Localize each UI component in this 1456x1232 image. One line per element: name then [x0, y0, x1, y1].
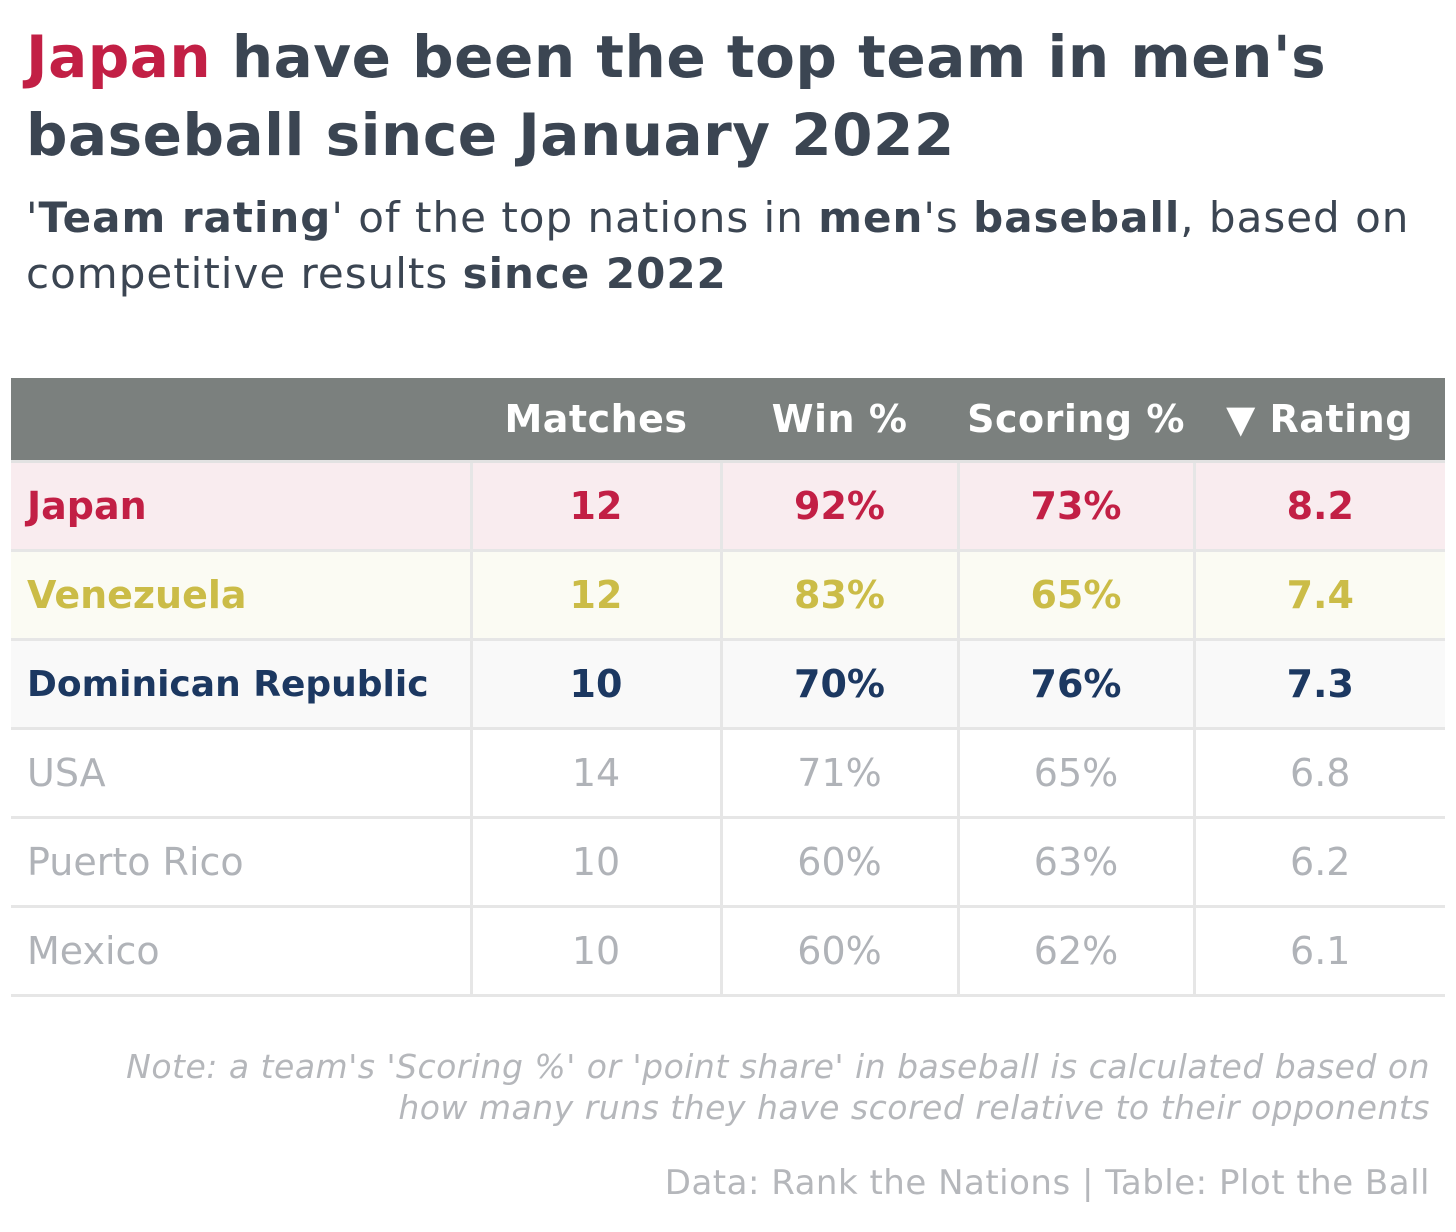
table-row: Dominican Republic 10 70% 76% 7.3	[11, 639, 1445, 730]
header-scoring: Scoring %	[958, 378, 1194, 463]
matches-cell: 12	[469, 550, 721, 641]
matches-cell: 10	[469, 817, 721, 908]
table-row: Puerto Rico 10 60% 63% 6.2	[11, 817, 1445, 908]
header-win: Win %	[721, 378, 958, 463]
table-header-row: Matches Win % Scoring % ▼ Rating	[11, 378, 1445, 463]
win-cell: 60%	[719, 906, 958, 997]
rating-cell: 8.2	[1192, 461, 1445, 552]
source-credit: Data: Rank the Nations | Table: Plot the…	[664, 1163, 1430, 1203]
scoring-cell: 62%	[956, 906, 1194, 997]
rating-cell: 7.3	[1192, 639, 1445, 730]
scoring-cell: 65%	[956, 550, 1194, 641]
subtitle-bold: baseball	[973, 193, 1181, 242]
table-row: Venezuela 12 83% 65% 7.4	[11, 550, 1445, 641]
chart-title: Japan have been the top team in men's ba…	[26, 18, 1436, 174]
subtitle-text: ' of the top nations in	[331, 193, 819, 242]
team-cell: Mexico	[11, 906, 471, 997]
subtitle-bold: men	[818, 193, 924, 242]
matches-cell: 14	[469, 728, 721, 819]
subtitle-bold: Team rating	[38, 193, 332, 242]
scoring-cell: 63%	[956, 817, 1194, 908]
title-highlight: Japan	[26, 23, 212, 91]
team-cell: Venezuela	[11, 550, 471, 641]
win-cell: 71%	[719, 728, 958, 819]
header-rating[interactable]: ▼ Rating	[1194, 378, 1445, 463]
header-team	[11, 378, 471, 463]
team-cell: USA	[11, 728, 471, 819]
subtitle-bold: since 2022	[462, 249, 727, 298]
rating-cell: 6.1	[1192, 906, 1445, 997]
chart-subtitle: 'Team rating' of the top nations in men'…	[26, 190, 1436, 302]
subtitle-text: , based on competitive results	[26, 193, 1410, 298]
subtitle-text: '	[26, 193, 39, 242]
scoring-cell: 73%	[956, 461, 1194, 552]
win-cell: 92%	[719, 461, 958, 552]
subtitle-text: 's	[923, 193, 974, 242]
win-cell: 70%	[719, 639, 958, 730]
footnote: Note: a team's 'Scoring %' or 'point sha…	[126, 1047, 1430, 1127]
win-cell: 83%	[719, 550, 958, 641]
team-cell: Dominican Republic	[11, 639, 471, 730]
scoring-cell: 65%	[956, 728, 1194, 819]
ratings-table: Matches Win % Scoring % ▼ Rating Japan 1…	[11, 378, 1445, 997]
team-cell: Puerto Rico	[11, 817, 471, 908]
rating-cell: 6.8	[1192, 728, 1445, 819]
scoring-cell: 76%	[956, 639, 1194, 730]
table-row: Mexico 10 60% 62% 6.1	[11, 906, 1445, 997]
table-row: USA 14 71% 65% 6.8	[11, 728, 1445, 819]
rating-cell: 7.4	[1192, 550, 1445, 641]
matches-cell: 10	[469, 639, 721, 730]
matches-cell: 12	[469, 461, 721, 552]
win-cell: 60%	[719, 817, 958, 908]
team-cell: Japan	[11, 461, 471, 552]
header-matches: Matches	[471, 378, 721, 463]
matches-cell: 10	[469, 906, 721, 997]
rating-cell: 6.2	[1192, 817, 1445, 908]
title-rest: have been the top team in men's baseball…	[26, 23, 1327, 169]
table-row: Japan 12 92% 73% 8.2	[11, 461, 1445, 552]
